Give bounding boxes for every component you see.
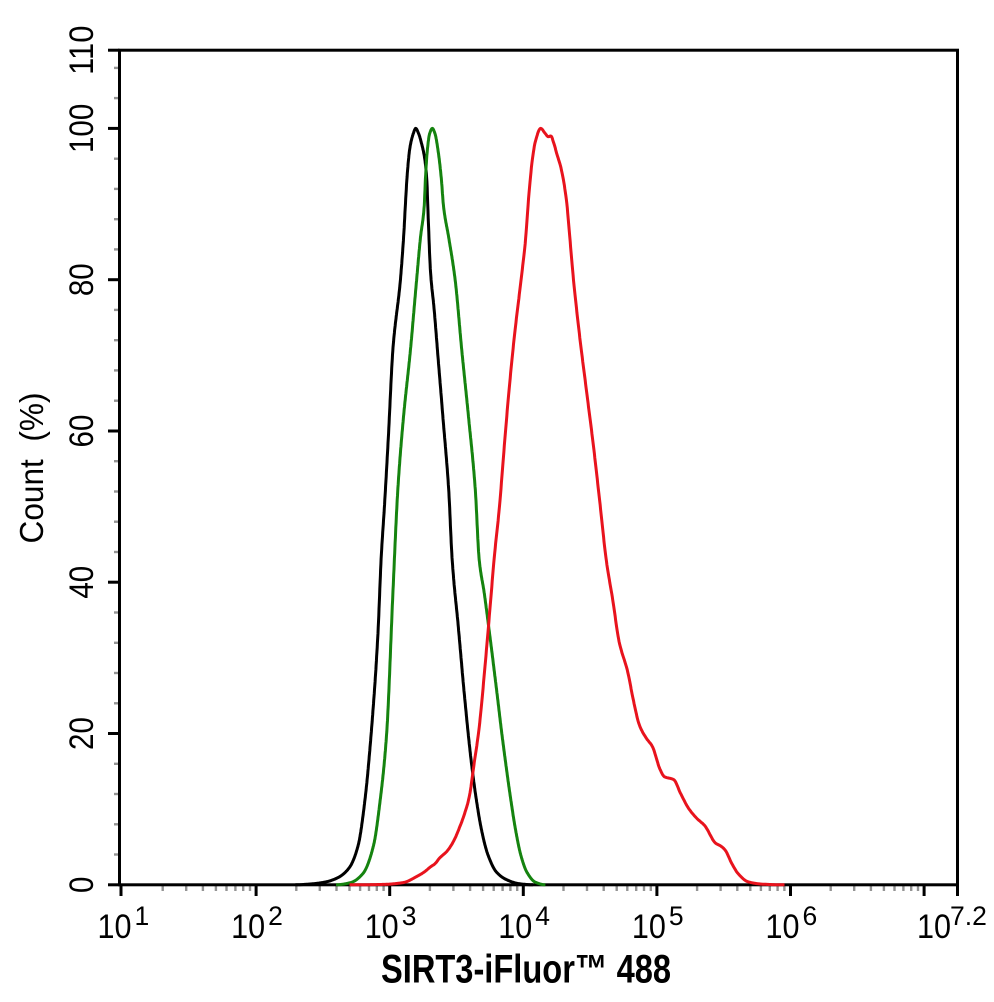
svg-text:20: 20	[63, 717, 101, 750]
svg-text:10: 10	[231, 908, 265, 946]
svg-text:10: 10	[98, 908, 132, 946]
svg-text:10: 10	[365, 908, 399, 946]
svg-text:110: 110	[63, 26, 101, 75]
svg-text:10: 10	[917, 908, 951, 946]
svg-text:10: 10	[766, 908, 800, 946]
svg-text:6: 6	[803, 901, 818, 931]
svg-text:80: 80	[63, 263, 101, 296]
svg-text:5: 5	[669, 901, 684, 931]
svg-text:0: 0	[63, 877, 101, 893]
svg-text:40: 40	[63, 566, 101, 599]
svg-text:3: 3	[402, 901, 417, 931]
svg-text:10: 10	[498, 908, 532, 946]
svg-text:SIRT3-iFluor™ 488: SIRT3-iFluor™ 488	[381, 948, 671, 992]
svg-text:7.2: 7.2	[950, 901, 987, 931]
svg-text:60: 60	[63, 415, 101, 448]
svg-text:1: 1	[135, 901, 150, 931]
svg-text:10: 10	[632, 908, 666, 946]
svg-text:100: 100	[63, 104, 101, 153]
svg-text:2: 2	[268, 901, 283, 931]
svg-text:Count (%): Count (%)	[13, 393, 50, 544]
svg-text:4: 4	[535, 901, 550, 931]
